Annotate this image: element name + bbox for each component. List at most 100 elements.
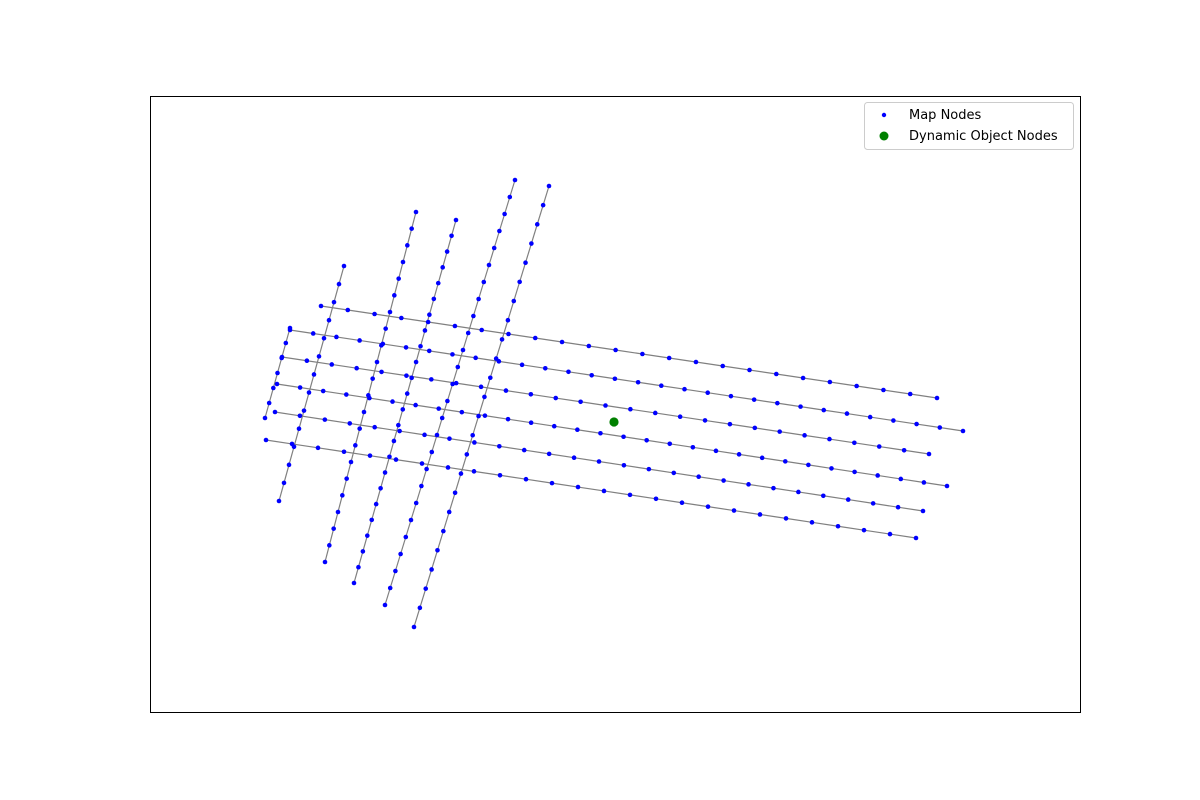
map-nodes-layer	[262, 177, 966, 630]
map-node-point	[493, 356, 499, 361]
edge-line	[461, 411, 486, 417]
edge-line	[433, 282, 439, 300]
legend-marker-dynamic-object-nodes	[879, 131, 889, 141]
edge-line	[411, 211, 417, 229]
map-node-point	[357, 338, 362, 343]
map-node-point	[881, 387, 886, 393]
edge-line	[704, 419, 731, 425]
edge-line	[431, 550, 439, 570]
edge-line	[288, 446, 295, 466]
edge-line	[385, 311, 391, 329]
map-node-point	[391, 438, 397, 444]
edge-line	[923, 481, 948, 487]
edge-line	[320, 305, 348, 311]
edge-line	[398, 261, 404, 279]
map-node-point	[752, 425, 758, 431]
map-node-point	[798, 404, 803, 409]
map-node-point	[263, 437, 269, 443]
edge-line	[388, 440, 395, 457]
map-node-point	[372, 311, 377, 317]
map-node-point	[470, 432, 475, 438]
edge-line	[393, 278, 400, 296]
edge-line	[545, 367, 569, 373]
map-node-point	[453, 217, 459, 223]
edge-line	[577, 429, 601, 434]
edge-line	[472, 415, 480, 436]
map-node-point	[331, 526, 336, 531]
map-node-point	[399, 315, 404, 321]
map-node-point	[827, 379, 833, 385]
map-node-point	[306, 390, 312, 395]
edge-line	[893, 419, 917, 425]
edge-line	[442, 511, 450, 532]
map-node-point	[559, 339, 565, 345]
map-node-point	[646, 466, 652, 472]
edge-line	[478, 281, 485, 300]
map-node-point	[486, 262, 492, 268]
map-node-point	[344, 476, 349, 481]
map-node-point	[452, 323, 458, 329]
edge-line	[655, 498, 683, 504]
map-node-point	[771, 485, 776, 491]
edge-line	[333, 511, 339, 529]
edge-line	[274, 411, 301, 417]
edge-line	[499, 445, 525, 451]
edge-line	[359, 411, 365, 429]
map-node-point	[478, 384, 484, 390]
edge-line	[454, 473, 462, 493]
edge-line	[323, 320, 330, 339]
edge-line	[759, 513, 787, 519]
edge-line	[900, 478, 924, 484]
edge-line	[493, 230, 500, 249]
map-node-point	[693, 359, 699, 365]
edge-line	[441, 400, 448, 419]
edge-line	[411, 361, 417, 378]
edge-line	[754, 399, 778, 404]
map-node-point	[523, 260, 528, 265]
edge-line	[655, 412, 681, 418]
map-node-point	[400, 259, 406, 265]
map-node-point	[297, 385, 303, 390]
edge-line	[829, 438, 855, 444]
edge-line	[454, 325, 482, 331]
map-node-point	[575, 427, 580, 433]
map-node-point	[870, 501, 876, 506]
edge-line	[331, 363, 357, 369]
map-node-point	[759, 455, 765, 461]
map-node-point	[310, 331, 316, 336]
map-node-point	[409, 375, 414, 381]
map-node-point	[659, 383, 664, 389]
edge-line	[324, 545, 330, 563]
map-node-point	[449, 233, 454, 239]
edge-line	[394, 553, 402, 572]
map-node-point	[844, 411, 850, 416]
edge-line	[283, 464, 290, 484]
map-node-point	[551, 423, 557, 429]
map-node-point	[271, 385, 276, 391]
edge-line	[429, 350, 453, 355]
edge-line	[629, 494, 657, 500]
map-node-point	[465, 330, 471, 336]
map-node-point	[422, 328, 428, 333]
edge-line	[779, 431, 805, 436]
edge-line	[879, 445, 905, 451]
edge-line	[673, 472, 699, 478]
edge-line	[738, 453, 763, 459]
map-node-point	[473, 355, 478, 361]
edge-line	[877, 474, 901, 480]
map-node-point	[281, 480, 287, 486]
edge-line	[785, 517, 813, 523]
legend-box	[864, 102, 1074, 150]
edge-line	[800, 406, 824, 411]
edge-line	[549, 453, 575, 459]
edge-line	[730, 395, 755, 401]
edge-line	[554, 425, 578, 431]
edge-line	[448, 492, 456, 513]
legend-label-dynamic-object-nodes: Dynamic Object Nodes	[909, 129, 1058, 144]
map-node-point	[266, 400, 272, 406]
map-node-point	[540, 202, 546, 208]
map-node-point	[427, 312, 432, 317]
map-node-point	[529, 241, 534, 246]
map-node-point	[713, 448, 719, 454]
edge-line	[276, 357, 283, 374]
